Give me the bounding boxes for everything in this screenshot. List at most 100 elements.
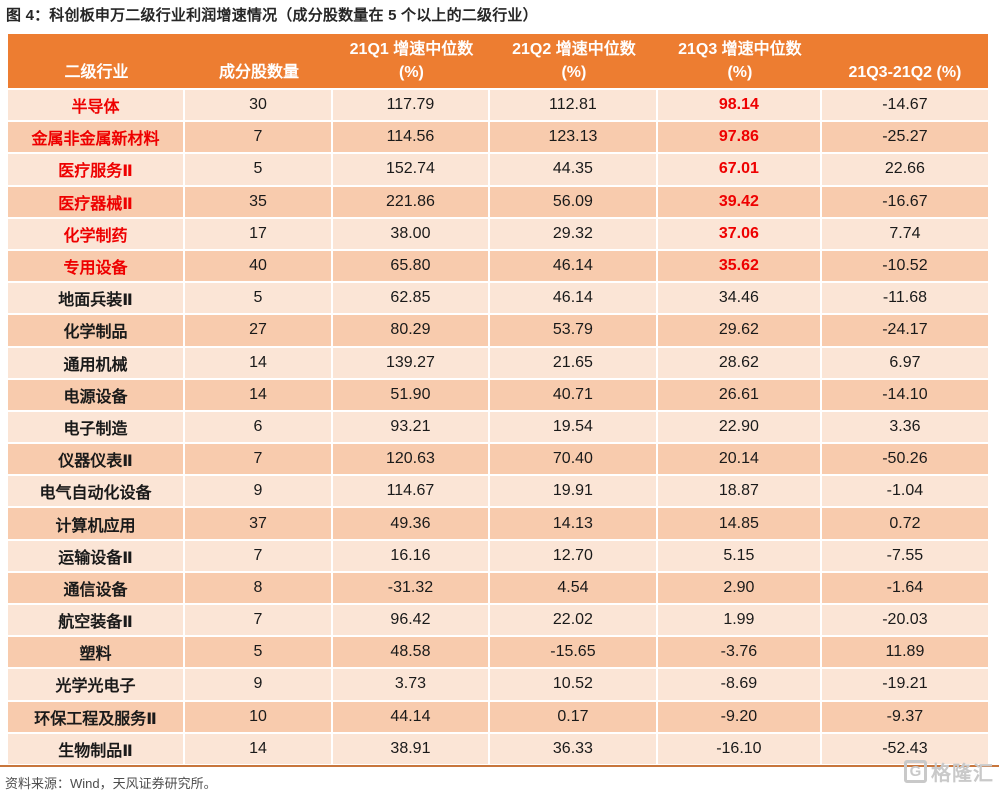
q2-cell: 0.17 <box>489 701 658 732</box>
q2-cell: 19.91 <box>489 476 658 507</box>
count-cell: 5 <box>184 637 333 668</box>
header-cell-q2: 21Q2 增速中位数 (%) <box>490 34 658 88</box>
diff-cell: -1.04 <box>821 476 988 507</box>
q1-cell: 48.58 <box>332 637 490 668</box>
q3-cell: -16.10 <box>657 733 822 764</box>
q3-cell: -9.20 <box>657 701 822 732</box>
diff-cell: -14.10 <box>821 379 988 410</box>
diff-cell: 22.66 <box>821 154 988 185</box>
count-cell: 30 <box>184 90 333 121</box>
table-row: 仪器仪表Ⅱ 7 120.63 70.40 20.14 -50.26 <box>8 444 988 475</box>
header-line2: (%) <box>399 64 424 81</box>
table-row: 电源设备 14 51.90 40.71 26.61 -14.10 <box>8 379 988 410</box>
industry-growth-table: 二级行业 成分股数量 21Q1 增速中位数 (%) 21Q2 增速中位数 (%)… <box>8 34 988 764</box>
industry-cell: 航空装备Ⅱ <box>8 605 185 636</box>
diff-cell: -7.55 <box>821 540 988 571</box>
diff-cell: 11.89 <box>821 637 988 668</box>
count-cell: 27 <box>184 315 333 346</box>
q1-cell: 221.86 <box>332 186 490 217</box>
industry-cell: 专用设备 <box>8 250 185 282</box>
q1-cell: 38.91 <box>332 733 490 764</box>
industry-cell: 地面兵装Ⅱ <box>8 283 185 314</box>
table-row: 电子制造 6 93.21 19.54 22.90 3.36 <box>8 411 988 443</box>
header-cell-industry: 二级行业 <box>8 34 185 88</box>
diff-cell: -16.67 <box>821 186 988 217</box>
q3-cell: 97.86 <box>657 122 822 153</box>
q1-cell: 38.00 <box>332 218 490 249</box>
diff-cell: -20.03 <box>821 605 988 636</box>
q1-cell: 62.85 <box>332 283 490 314</box>
divider-line <box>0 765 999 767</box>
table-row: 运输设备Ⅱ 7 16.16 12.70 5.15 -7.55 <box>8 540 988 571</box>
table-row: 光学光电子 9 3.73 10.52 -8.69 -19.21 <box>8 669 988 700</box>
industry-cell: 运输设备Ⅱ <box>8 540 185 571</box>
table-row: 半导体 30 117.79 112.81 98.14 -14.67 <box>8 90 988 121</box>
q2-cell: 4.54 <box>489 572 658 603</box>
count-cell: 37 <box>184 508 333 539</box>
table-row: 医疗器械Ⅱ 35 221.86 56.09 39.42 -16.67 <box>8 186 988 217</box>
q1-cell: 120.63 <box>332 444 490 475</box>
q1-cell: -31.32 <box>332 572 490 603</box>
industry-cell: 通用机械 <box>8 347 185 378</box>
q2-cell: 12.70 <box>489 540 658 571</box>
industry-cell: 医疗器械Ⅱ <box>8 186 185 217</box>
q2-cell: 14.13 <box>489 508 658 539</box>
q2-cell: 29.32 <box>489 218 658 249</box>
count-cell: 10 <box>184 701 333 732</box>
table-row: 金属非金属新材料 7 114.56 123.13 97.86 -25.27 <box>8 122 988 153</box>
q3-cell: 34.46 <box>657 283 822 314</box>
q3-cell: 26.61 <box>657 379 822 410</box>
industry-cell: 电源设备 <box>8 379 185 410</box>
diff-cell: -50.26 <box>821 444 988 475</box>
q3-cell: 22.90 <box>657 411 822 443</box>
table-row: 专用设备 40 65.80 46.14 35.62 -10.52 <box>8 250 988 282</box>
q3-cell: -8.69 <box>657 669 822 700</box>
figure-title: 图 4：科创板申万二级行业利润增速情况（成分股数量在 5 个以上的二级行业） <box>6 7 538 24</box>
industry-cell: 仪器仪表Ⅱ <box>8 444 185 475</box>
q1-cell: 80.29 <box>332 315 490 346</box>
diff-cell: -11.68 <box>821 283 988 314</box>
count-cell: 7 <box>184 122 333 153</box>
header-cell-diff: 21Q3-21Q2 (%) <box>822 34 988 88</box>
count-cell: 6 <box>184 411 333 443</box>
industry-cell: 光学光电子 <box>8 669 185 700</box>
header-cell-q3: 21Q3 增速中位数 (%) <box>658 34 822 88</box>
q2-cell: 44.35 <box>489 154 658 185</box>
q2-cell: 40.71 <box>489 379 658 410</box>
gelonghui-watermark: G 格隆汇 <box>904 757 994 786</box>
count-cell: 14 <box>184 379 333 410</box>
industry-cell: 电气自动化设备 <box>8 476 185 507</box>
q3-cell: 18.87 <box>657 476 822 507</box>
q3-cell: 29.62 <box>657 315 822 346</box>
q2-cell: 10.52 <box>489 669 658 700</box>
q3-cell: 28.62 <box>657 347 822 378</box>
industry-cell: 半导体 <box>8 90 185 121</box>
industry-cell: 化学制品 <box>8 315 185 346</box>
industry-cell: 通信设备 <box>8 572 185 603</box>
table-row: 生物制品Ⅱ 14 38.91 36.33 -16.10 -52.43 <box>8 733 988 764</box>
table-row: 航空装备Ⅱ 7 96.42 22.02 1.99 -20.03 <box>8 605 988 636</box>
q3-cell: 39.42 <box>657 186 822 217</box>
industry-cell: 医疗服务Ⅱ <box>8 154 185 185</box>
table-row: 环保工程及服务Ⅱ 10 44.14 0.17 -9.20 -9.37 <box>8 701 988 732</box>
table-row: 化学制药 17 38.00 29.32 37.06 7.74 <box>8 218 988 249</box>
q2-cell: -15.65 <box>489 637 658 668</box>
q2-cell: 21.65 <box>489 347 658 378</box>
diff-cell: -19.21 <box>821 669 988 700</box>
header-line2: (%) <box>727 64 753 81</box>
q1-cell: 114.56 <box>332 122 490 153</box>
gelonghui-watermark-text: 格隆汇 <box>931 763 994 785</box>
q3-cell: 20.14 <box>657 444 822 475</box>
table-row: 医疗服务Ⅱ 5 152.74 44.35 67.01 22.66 <box>8 154 988 185</box>
count-cell: 40 <box>184 250 333 282</box>
q2-cell: 70.40 <box>489 444 658 475</box>
q1-cell: 44.14 <box>332 701 490 732</box>
count-cell: 7 <box>184 444 333 475</box>
q1-cell: 3.73 <box>332 669 490 700</box>
diff-cell: -14.67 <box>821 90 988 121</box>
header-cell-count: 成分股数量 <box>185 34 333 88</box>
table-row: 通用机械 14 139.27 21.65 28.62 6.97 <box>8 347 988 378</box>
count-cell: 17 <box>184 218 333 249</box>
industry-cell: 生物制品Ⅱ <box>8 733 185 764</box>
q2-cell: 46.14 <box>489 283 658 314</box>
